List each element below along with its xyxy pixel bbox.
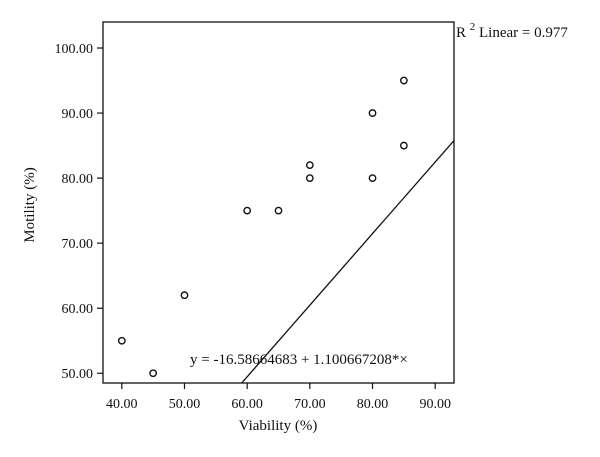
y-tick-label: 100.00	[55, 42, 94, 57]
plot-frame	[102, 21, 455, 384]
y-tick-label: 50.00	[62, 367, 94, 382]
x-axis-title: Viability (%)	[239, 418, 318, 434]
regression-equation: y = -16.58664683 + 1.100667208*×	[190, 352, 408, 368]
plot-area	[102, 21, 455, 384]
x-tick-label: 90.00	[419, 397, 451, 412]
data-point	[243, 206, 252, 215]
r-squared-value: Linear = 0.977	[479, 25, 568, 41]
y-tick-label: 80.00	[62, 172, 94, 187]
r-squared-superscript: 2	[470, 21, 476, 33]
x-tick-label: 80.00	[357, 397, 389, 412]
data-point	[399, 141, 408, 150]
data-point	[117, 336, 126, 345]
y-tick-label: 60.00	[62, 302, 94, 317]
r-squared-annotation: R 2 Linear = 0.977	[456, 18, 568, 41]
regression-line	[241, 140, 455, 384]
y-tick-label: 70.00	[62, 237, 94, 252]
data-point	[368, 174, 377, 183]
data-point	[149, 369, 158, 378]
data-point	[305, 161, 314, 169]
data-point	[305, 174, 314, 183]
data-point	[180, 291, 189, 300]
x-tick-label: 40.00	[106, 397, 138, 412]
axis-ticks: 40.00 50.00 60.00 70.00 80.00 90.00 50.00 60.00…	[55, 42, 451, 412]
x-tick-label: 60.00	[231, 397, 263, 412]
data-point	[399, 76, 408, 85]
x-tick-label: 50.00	[169, 397, 201, 412]
data-point	[274, 206, 283, 215]
y-tick-label: 90.00	[62, 107, 94, 122]
x-tick-label: 70.00	[294, 397, 326, 412]
y-axis-title: Motility (%)	[22, 167, 38, 242]
data-point	[368, 109, 377, 117]
r-squared-prefix: R	[456, 25, 466, 41]
